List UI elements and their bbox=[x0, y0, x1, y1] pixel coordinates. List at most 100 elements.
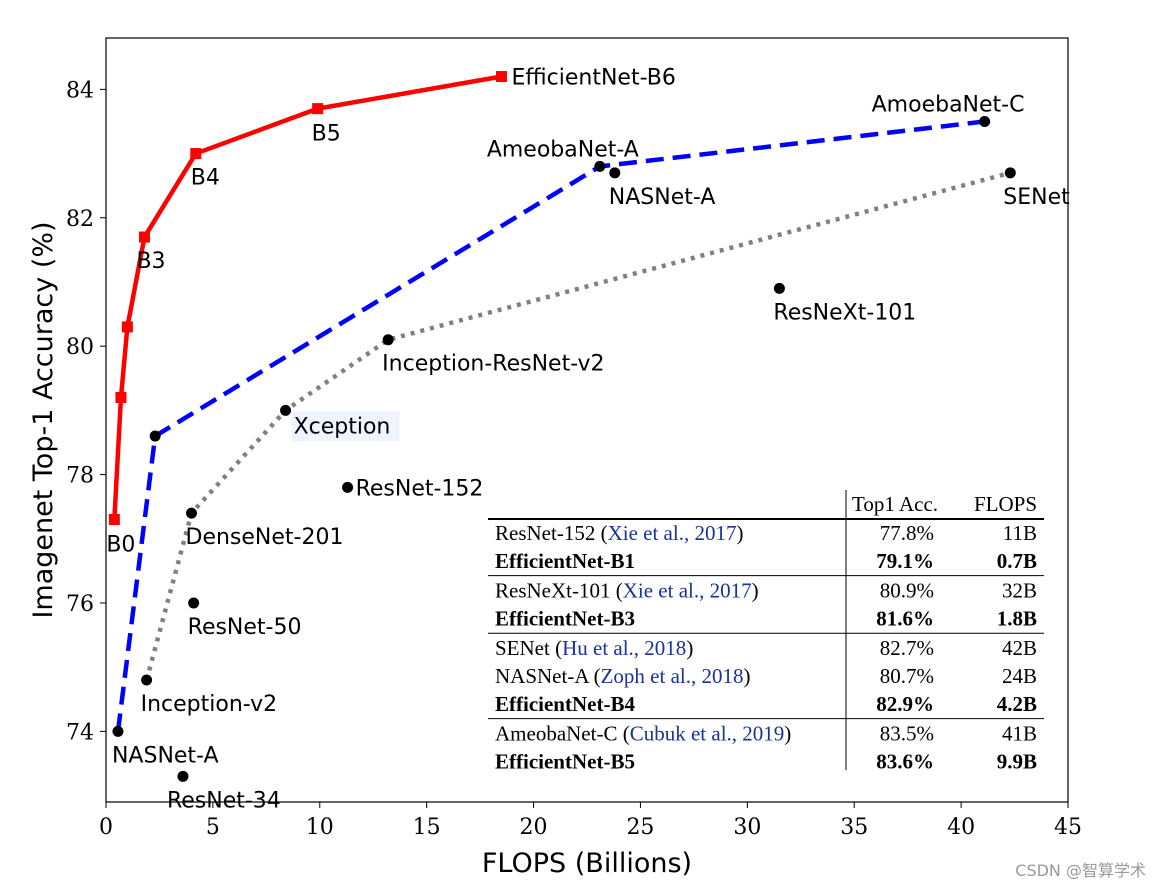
table-citation[interactable]: Hu et al., 2018 bbox=[562, 636, 686, 660]
table-flops-cell: 11B bbox=[1003, 521, 1037, 545]
x-tick-label: 15 bbox=[413, 815, 441, 840]
x-tick-label: 20 bbox=[520, 815, 548, 840]
x-tick-label: 25 bbox=[626, 815, 654, 840]
table-acc-cell: 81.6% bbox=[876, 606, 934, 630]
table-acc-cell: 77.8% bbox=[880, 521, 934, 545]
table-model-name: ResNet-152 bbox=[495, 521, 595, 545]
data-point-circle bbox=[177, 770, 189, 782]
x-axis-label: FLOPS (Billions) bbox=[482, 848, 692, 879]
plot-frame bbox=[105, 37, 1069, 803]
table-paren-close: ) bbox=[752, 579, 759, 603]
data-point-circle bbox=[188, 597, 200, 609]
series-layer bbox=[108, 71, 1016, 782]
table-paren-open: ( bbox=[595, 521, 607, 545]
data-point-square bbox=[495, 71, 507, 83]
table-acc-cell: 83.6% bbox=[876, 749, 934, 773]
x-tick-label: 5 bbox=[206, 815, 220, 840]
point-label: Xception bbox=[294, 414, 391, 439]
axis-ticks: 0 5 10 15 20 25 30 35 40 45 74 76 78 80 82 84 bbox=[66, 78, 1082, 840]
table-header-flops: FLOPS bbox=[974, 492, 1037, 516]
table-model-cell: EfficientNet-B5 bbox=[495, 749, 635, 773]
data-point-circle bbox=[1004, 167, 1016, 179]
point-label: AmeobaNet-A bbox=[487, 137, 639, 162]
data-point-circle bbox=[141, 674, 153, 686]
data-point-circle bbox=[594, 160, 606, 172]
data-point-circle bbox=[112, 725, 124, 737]
y-tick-label: 78 bbox=[66, 464, 94, 489]
y-tick-label: 74 bbox=[66, 720, 94, 745]
table-flops-cell: 24B bbox=[1002, 664, 1037, 688]
table-model-name: ResNeXt-101 bbox=[495, 579, 610, 603]
table-header-acc: Top1 Acc. bbox=[852, 492, 938, 516]
table-citation[interactable]: Zoph et al., 2018 bbox=[601, 664, 744, 688]
table-model-cell: EfficientNet-B1 bbox=[495, 549, 635, 573]
table-citation[interactable]: Xie et al., 2017 bbox=[608, 521, 737, 545]
y-tick-label: 80 bbox=[66, 335, 94, 360]
point-label: NASNet-A bbox=[112, 743, 219, 768]
table-model-name: EfficientNet-B5 bbox=[495, 749, 635, 773]
point-label: SENet bbox=[1003, 185, 1070, 210]
table-model-cell: AmeobaNet-C (Cubuk et al., 2019) bbox=[495, 722, 791, 746]
point-label: B4 bbox=[191, 166, 220, 191]
table-flops-cell: 41B bbox=[1002, 722, 1037, 746]
point-label: B5 bbox=[312, 122, 341, 147]
table-acc-cell: 79.1% bbox=[876, 549, 934, 573]
x-tick-label: 10 bbox=[306, 815, 334, 840]
x-tick-label: 35 bbox=[840, 815, 868, 840]
watermark: CSDN @智算学术 bbox=[1015, 861, 1146, 880]
table-flops-cell: 42B bbox=[1002, 636, 1037, 660]
table-citation[interactable]: Cubuk et al., 2019 bbox=[630, 722, 785, 746]
table-flops-cell: 1.8B bbox=[997, 606, 1037, 630]
table-flops-cell: 9.9B bbox=[997, 749, 1037, 773]
table-acc-cell: 80.7% bbox=[880, 664, 934, 688]
data-point-square bbox=[190, 148, 202, 160]
table-flops-cell: 4.2B bbox=[997, 692, 1037, 716]
point-label: B3 bbox=[136, 249, 165, 274]
table-acc-cell: 82.7% bbox=[880, 636, 934, 660]
data-point-circle bbox=[382, 334, 394, 346]
table-model-cell: EfficientNet-B4 bbox=[495, 692, 635, 716]
table-model-cell: NASNet-A (Zoph et al., 2018) bbox=[495, 664, 750, 688]
label-highlight bbox=[291, 411, 400, 442]
y-tick-label: 76 bbox=[66, 592, 94, 617]
table-model-name: EfficientNet-B1 bbox=[495, 549, 635, 573]
table-acc-cell: 82.9% bbox=[876, 692, 934, 716]
table-acc-cell: 80.9% bbox=[880, 579, 934, 603]
data-point-square bbox=[115, 392, 127, 404]
point-label: B0 bbox=[106, 533, 135, 558]
point-label: ResNet-34 bbox=[167, 788, 281, 813]
data-point-circle bbox=[773, 282, 785, 294]
table-model-name: EfficientNet-B4 bbox=[495, 692, 635, 716]
table-model-name: EfficientNet-B3 bbox=[495, 606, 635, 630]
point-labels: B0 B3 B4 B5 EfficientNet-B6 NASNet-A AmeobaNet… bbox=[106, 66, 1070, 814]
point-label: NASNet-A bbox=[609, 185, 716, 210]
table-model-cell: EfficientNet-B3 bbox=[495, 606, 635, 630]
x-tick-label: 45 bbox=[1054, 815, 1082, 840]
table-paren-close: ) bbox=[743, 664, 750, 688]
point-label: ResNet-152 bbox=[356, 476, 484, 501]
series-line bbox=[144, 170, 1011, 681]
point-label: DenseNet-201 bbox=[186, 525, 344, 550]
x-tick-label: 40 bbox=[947, 815, 975, 840]
data-point-square bbox=[312, 103, 324, 115]
data-point-circle bbox=[149, 430, 161, 442]
table-model-cell: ResNet-152 (Xie et al., 2017) bbox=[495, 521, 743, 545]
series-line bbox=[112, 74, 502, 520]
data-point-circle bbox=[280, 404, 292, 416]
data-point-circle bbox=[186, 507, 198, 519]
table-paren-open: ( bbox=[588, 664, 600, 688]
table-flops-cell: 32B bbox=[1002, 579, 1037, 603]
table-flops-cell: 0.7B bbox=[997, 549, 1037, 573]
data-point-square bbox=[121, 321, 133, 333]
point-label: EfficientNet-B6 bbox=[511, 66, 675, 91]
table-paren-open: ( bbox=[550, 636, 562, 660]
x-tick-label: 0 bbox=[99, 815, 113, 840]
table-model-cell: SENet (Hu et al., 2018) bbox=[495, 636, 693, 660]
data-point-circle bbox=[609, 167, 621, 179]
data-point-square bbox=[108, 514, 120, 526]
data-point-circle bbox=[342, 481, 354, 493]
series-line bbox=[115, 119, 985, 732]
table-citation[interactable]: Xie et al., 2017 bbox=[623, 579, 752, 603]
table-paren-open: ( bbox=[610, 579, 622, 603]
